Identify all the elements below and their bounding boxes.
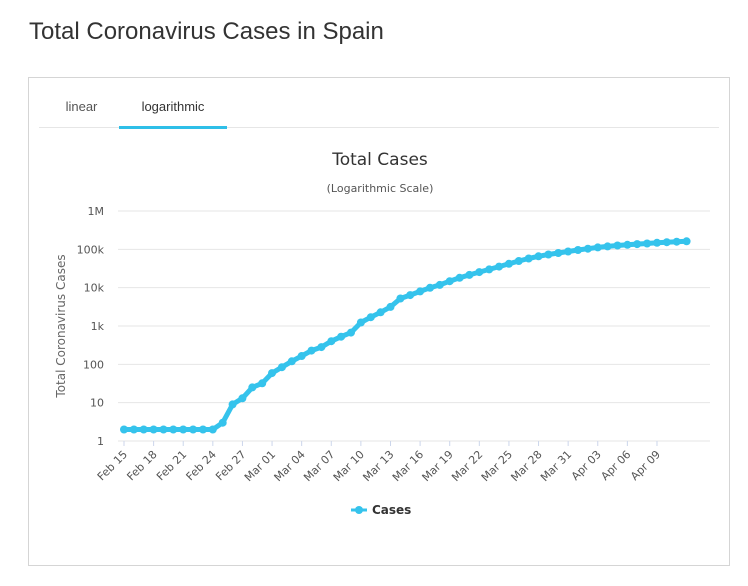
data-point[interactable] xyxy=(376,308,385,317)
chart-title: Total Cases xyxy=(331,150,428,170)
data-point[interactable] xyxy=(337,332,346,341)
x-tick-label: Mar 07 xyxy=(301,448,337,484)
data-point[interactable] xyxy=(307,346,316,355)
data-point[interactable] xyxy=(613,241,622,250)
data-point[interactable] xyxy=(455,273,464,282)
data-point[interactable] xyxy=(189,425,198,434)
data-point[interactable] xyxy=(445,277,454,286)
y-tick-label: 10 xyxy=(90,397,104,410)
data-point[interactable] xyxy=(485,265,494,274)
data-point[interactable] xyxy=(623,240,632,249)
data-point[interactable] xyxy=(327,337,336,346)
x-tick-label: Mar 25 xyxy=(479,448,515,484)
data-point[interactable] xyxy=(179,425,188,434)
data-point[interactable] xyxy=(139,425,148,434)
data-point[interactable] xyxy=(583,244,592,253)
x-tick-label: Mar 10 xyxy=(331,448,367,484)
page-title: Total Coronavirus Cases in Spain xyxy=(29,18,384,45)
data-point[interactable] xyxy=(218,418,227,427)
x-tick-label: Feb 18 xyxy=(124,448,159,483)
data-point[interactable] xyxy=(653,238,661,247)
data-point[interactable] xyxy=(564,247,573,256)
legend[interactable]: Cases xyxy=(351,503,411,517)
x-tick-label: Mar 13 xyxy=(360,448,396,484)
data-point[interactable] xyxy=(593,243,602,252)
x-tick-label: Apr 09 xyxy=(628,448,663,483)
y-tick-label: 10k xyxy=(84,282,105,295)
data-point[interactable] xyxy=(416,287,425,296)
scale-tabs: linear logarithmic xyxy=(39,78,719,129)
x-tick-label: Mar 28 xyxy=(508,448,544,484)
data-point[interactable] xyxy=(129,425,138,434)
x-tick-label: Feb 27 xyxy=(213,448,248,483)
data-point[interactable] xyxy=(603,242,612,251)
x-tick-label: Mar 19 xyxy=(420,448,456,484)
data-point[interactable] xyxy=(297,352,306,360)
data-point[interactable] xyxy=(406,291,415,300)
data-point[interactable] xyxy=(643,239,652,248)
data-point[interactable] xyxy=(554,249,563,257)
data-point[interactable] xyxy=(544,250,553,259)
legend-label[interactable]: Cases xyxy=(372,503,411,517)
data-point[interactable] xyxy=(208,425,217,434)
tab-linear[interactable]: linear xyxy=(65,99,98,114)
chart-panel: linear logarithmic xyxy=(28,77,730,566)
data-point[interactable] xyxy=(465,270,474,279)
data-point[interactable] xyxy=(159,425,168,434)
x-tick-label: Mar 04 xyxy=(272,448,308,484)
data-point[interactable] xyxy=(514,257,523,265)
data-point[interactable] xyxy=(426,283,434,292)
data-point[interactable] xyxy=(199,425,207,434)
data-point[interactable] xyxy=(149,425,158,434)
x-tick-label: Mar 22 xyxy=(449,448,485,484)
chart-subtitle: (Logarithmic Scale) xyxy=(327,182,434,195)
data-point[interactable] xyxy=(435,280,444,289)
data-point[interactable] xyxy=(396,294,405,303)
x-tick-label: Apr 06 xyxy=(598,448,633,483)
data-point[interactable] xyxy=(574,246,582,254)
y-tick-label: 1k xyxy=(91,320,105,333)
x-tick-label: Mar 16 xyxy=(390,448,426,484)
data-point[interactable] xyxy=(504,259,513,268)
data-point[interactable] xyxy=(228,400,237,409)
x-tick-label: Mar 01 xyxy=(242,448,278,484)
data-point[interactable] xyxy=(317,343,326,352)
data-point[interactable] xyxy=(682,237,691,246)
data-point[interactable] xyxy=(347,328,355,337)
data-point[interactable] xyxy=(238,394,247,403)
x-tick-label: Feb 15 xyxy=(95,448,130,483)
x-tick-label: Mar 31 xyxy=(538,448,574,484)
data-point[interactable] xyxy=(120,425,128,434)
data-point[interactable] xyxy=(534,252,543,261)
y-axis-label: Total Coronavirus Cases xyxy=(54,254,68,398)
data-point[interactable] xyxy=(277,363,286,372)
legend-marker xyxy=(355,506,363,514)
data-point[interactable] xyxy=(662,238,671,247)
data-point[interactable] xyxy=(495,262,504,271)
y-tick-label: 100k xyxy=(77,243,105,256)
series-line-cases xyxy=(121,238,690,432)
x-tick-label: Feb 24 xyxy=(184,448,219,483)
y-tick-label: 100 xyxy=(83,358,104,371)
data-point[interactable] xyxy=(258,379,267,388)
y-tick-label: 1M xyxy=(88,205,105,218)
data-point[interactable] xyxy=(169,425,178,434)
data-point[interactable] xyxy=(672,237,681,246)
data-point[interactable] xyxy=(633,240,642,249)
data-point[interactable] xyxy=(356,318,365,327)
data-point[interactable] xyxy=(386,302,395,311)
data-point[interactable] xyxy=(475,268,484,277)
data-point[interactable] xyxy=(366,313,375,322)
data-point[interactable] xyxy=(524,254,533,263)
tab-logarithmic[interactable]: logarithmic xyxy=(119,78,227,129)
x-tick-label: Apr 03 xyxy=(569,448,604,483)
data-point[interactable] xyxy=(248,383,257,392)
y-tick-label: 1 xyxy=(97,435,104,448)
x-tick-label: Feb 21 xyxy=(154,448,189,483)
data-point[interactable] xyxy=(268,369,276,378)
data-point[interactable] xyxy=(287,357,296,366)
